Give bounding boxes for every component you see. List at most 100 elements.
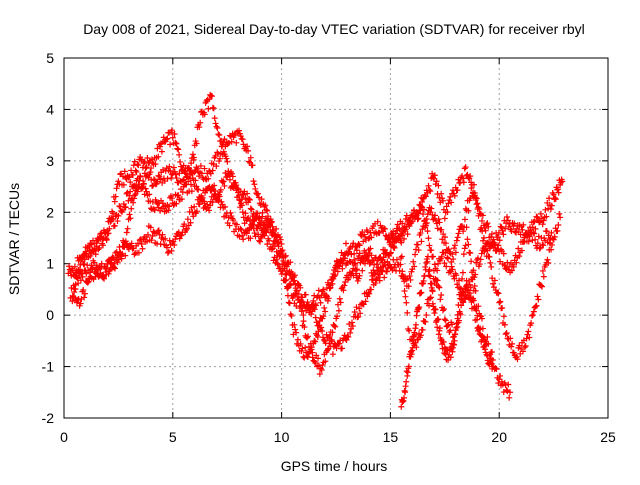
data-point: [256, 219, 263, 226]
data-point: [289, 295, 296, 302]
data-point: [500, 250, 507, 257]
data-point: [437, 296, 444, 303]
data-point: [426, 186, 433, 193]
data-point: [147, 198, 154, 205]
data-point: [74, 274, 81, 281]
data-point: [434, 324, 441, 331]
data-point: [245, 195, 252, 202]
data-point: [136, 237, 143, 244]
data-point: [127, 188, 134, 195]
data-point: [494, 289, 501, 296]
data-point: [286, 280, 293, 287]
data-point: [222, 203, 229, 210]
data-point: [119, 173, 126, 180]
data-point: [213, 163, 220, 170]
data-point: [298, 308, 305, 315]
data-point: [441, 260, 448, 267]
data-point: [70, 282, 77, 289]
data-point: [133, 168, 140, 175]
data-point: [456, 291, 463, 298]
data-point: [98, 260, 105, 267]
x-tick-label: 10: [274, 429, 290, 445]
data-point: [360, 238, 367, 245]
data-point: [240, 191, 247, 198]
data-point: [431, 172, 438, 179]
data-point: [103, 271, 110, 278]
data-point: [314, 333, 321, 340]
data-point: [534, 293, 541, 300]
data-point: [509, 340, 516, 347]
data-point: [516, 342, 523, 349]
data-point: [465, 241, 472, 248]
data-point: [420, 211, 427, 218]
data-point: [106, 225, 113, 232]
data-point: [288, 268, 295, 275]
data-point: [181, 221, 188, 228]
data-point: [403, 212, 410, 219]
data-point: [427, 188, 434, 195]
data-point: [480, 237, 487, 244]
data-point: [217, 186, 224, 193]
data-point: [518, 247, 525, 254]
data-point: [122, 252, 129, 259]
data-point: [134, 161, 141, 168]
data-point: [444, 322, 451, 329]
data-point: [532, 303, 539, 310]
data-point: [535, 296, 542, 303]
data-point: [498, 378, 505, 385]
data-point: [142, 185, 149, 192]
data-point: [139, 245, 146, 252]
data-point: [69, 298, 76, 305]
data-point: [424, 258, 431, 265]
data-point: [143, 164, 150, 171]
data-point: [236, 233, 243, 240]
data-point: [489, 363, 496, 370]
data-point: [159, 231, 166, 238]
data-point: [247, 235, 254, 242]
data-point: [144, 238, 151, 245]
data-point: [448, 199, 455, 206]
data-point: [479, 228, 486, 235]
data-point: [213, 123, 220, 130]
data-point: [301, 324, 308, 331]
data-point: [547, 206, 554, 213]
data-point: [156, 173, 163, 180]
data-point: [517, 231, 524, 238]
data-point: [328, 276, 335, 283]
data-point: [264, 207, 271, 214]
data-point: [495, 229, 502, 236]
data-point: [439, 195, 446, 202]
data-point: [92, 247, 99, 254]
data-point: [452, 249, 459, 256]
data-point: [387, 250, 394, 257]
data-point: [454, 234, 461, 241]
data-point: [122, 204, 129, 211]
data-point: [242, 210, 249, 217]
data-point: [438, 253, 445, 260]
data-point: [337, 299, 344, 306]
data-point: [300, 318, 307, 325]
data-point: [183, 225, 190, 232]
data-point: [264, 241, 271, 248]
data-point: [461, 245, 468, 252]
data-point: [244, 190, 251, 197]
data-point: [338, 345, 345, 352]
data-point: [235, 189, 242, 196]
data-point: [322, 358, 329, 365]
data-point: [132, 167, 139, 174]
data-point: [342, 240, 349, 247]
data-point: [334, 268, 341, 275]
data-point: [383, 249, 390, 256]
data-point: [522, 342, 529, 349]
data-point: [280, 257, 287, 264]
data-point: [557, 214, 564, 221]
data-point: [196, 124, 203, 131]
data-point: [335, 307, 342, 314]
data-point: [206, 202, 213, 209]
data-point: [177, 163, 184, 170]
data-point: [157, 143, 164, 150]
data-point: [376, 229, 383, 236]
data-point: [490, 236, 497, 243]
data-point: [457, 311, 464, 318]
data-point: [384, 258, 391, 265]
